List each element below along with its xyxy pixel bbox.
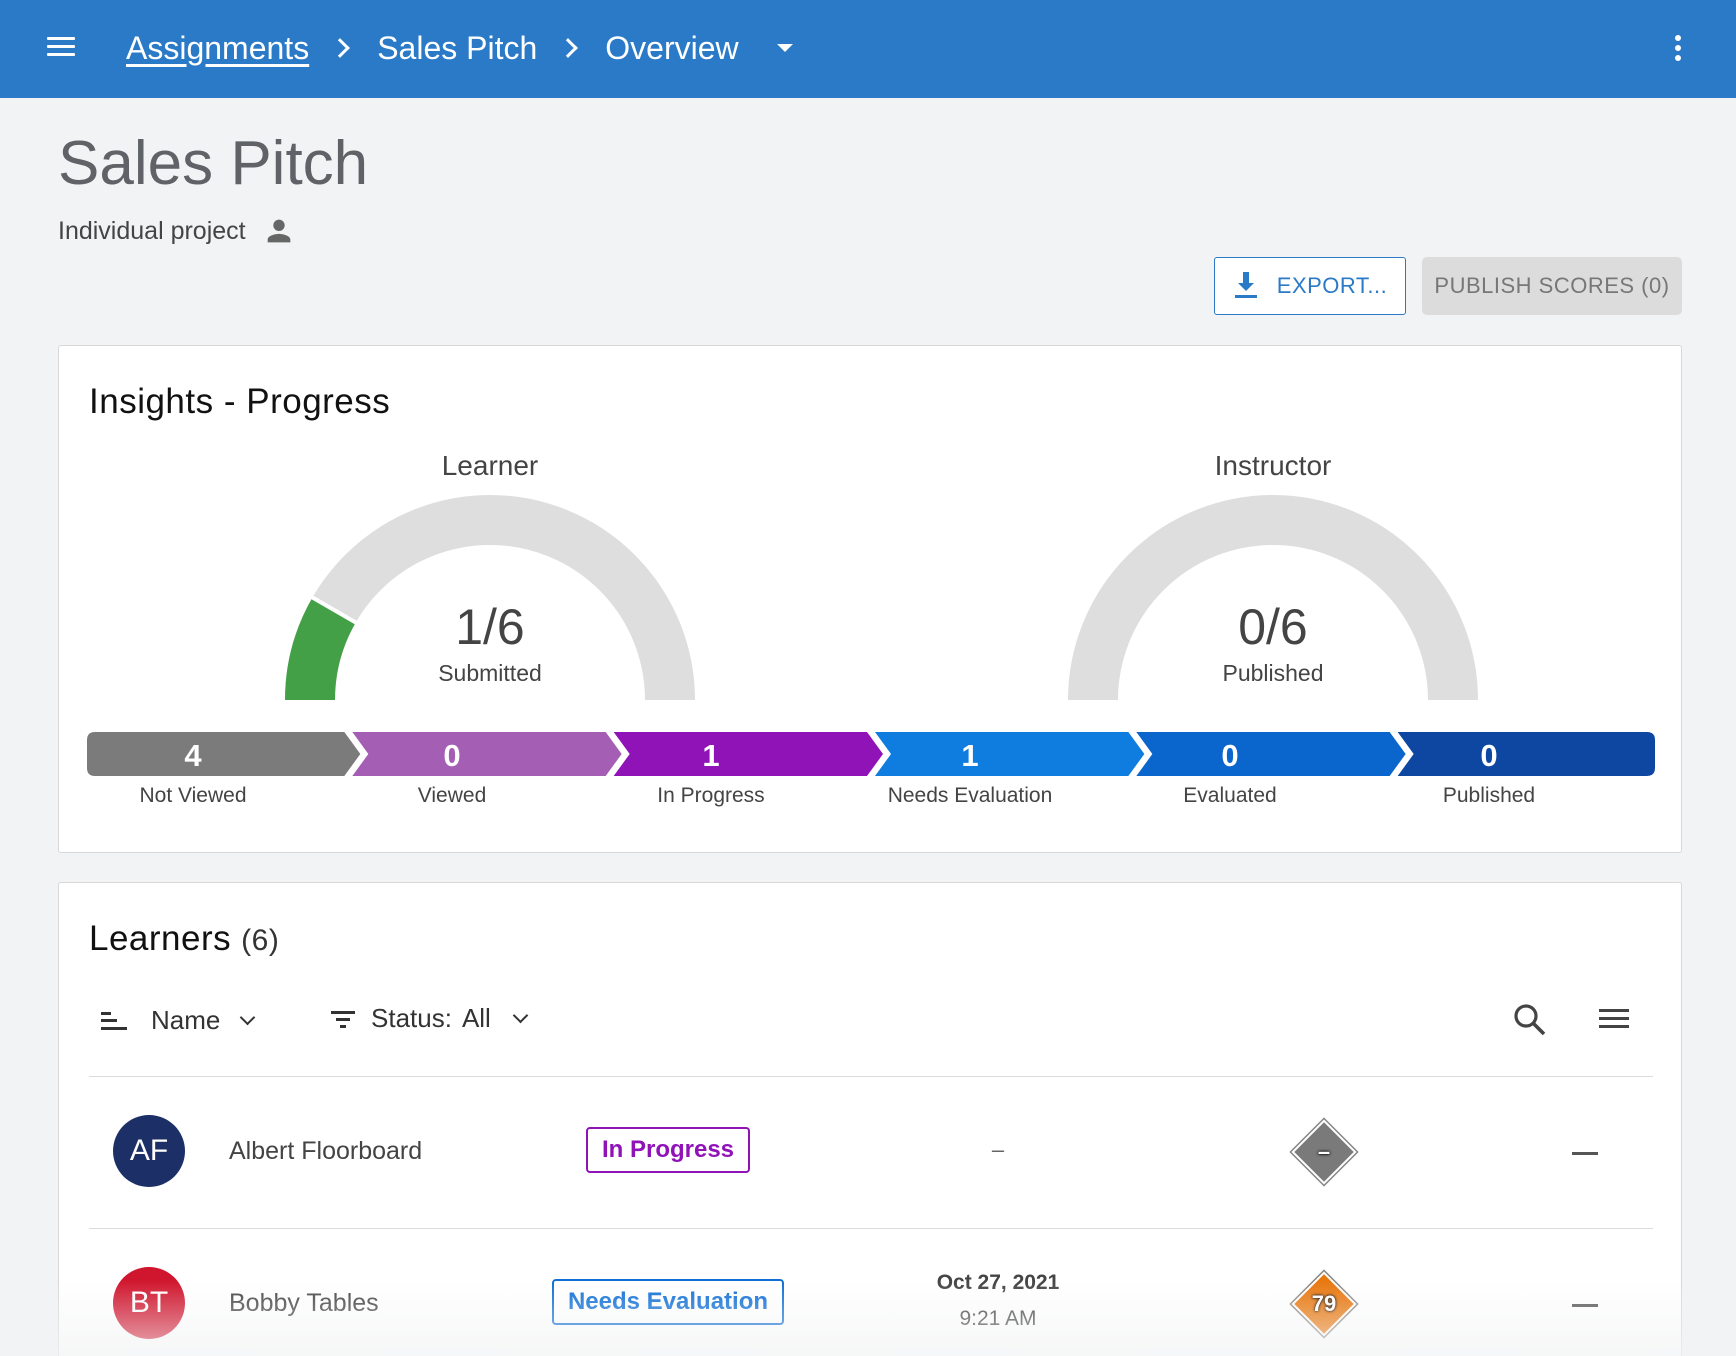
publish-scores-label: PUBLISH SCORES (0) xyxy=(1434,273,1670,298)
instructor-gauge-label: Instructor xyxy=(1214,450,1332,481)
row-divider xyxy=(89,1228,1653,1229)
insights-card: Insights - Progress Learner 1/6 Submitte… xyxy=(58,345,1682,853)
stage-label-published: Published xyxy=(1442,784,1536,807)
list-view-icon[interactable] xyxy=(1599,1007,1629,1031)
learners-count: (6) xyxy=(241,924,280,957)
status-filter-value: All xyxy=(461,1003,491,1033)
avatar: BT xyxy=(113,1267,185,1339)
export-button[interactable]: EXPORT... xyxy=(1214,257,1406,315)
stage-count-not-viewed: 4 xyxy=(184,738,202,773)
learner-gauge-caption: Submitted xyxy=(438,660,542,686)
hamburger-menu-icon[interactable] xyxy=(44,32,78,66)
sort-label: Name xyxy=(151,1005,221,1035)
submission-time: 9:21 AM xyxy=(959,1307,1037,1330)
progress-pipeline xyxy=(87,732,1655,776)
breadcrumb-overview[interactable]: Overview xyxy=(605,29,739,66)
learners-card: Learners (6) Name Status: All AF Albert F… xyxy=(58,882,1682,1356)
publish-scores-button[interactable]: PUBLISH SCORES (0) xyxy=(1422,257,1682,315)
pipeline-segment-published xyxy=(1397,732,1655,776)
learners-title: Learners (6) xyxy=(89,919,279,959)
person-icon xyxy=(267,219,290,243)
chevron-down-icon xyxy=(240,1009,256,1026)
filter-icon xyxy=(331,1010,355,1028)
learner-name: Bobby Tables xyxy=(229,1289,379,1317)
pipeline-segment-viewed xyxy=(352,732,622,776)
stage-count-needs-evaluation: 1 xyxy=(961,738,979,773)
stage-label-not-viewed: Not Viewed xyxy=(139,784,247,807)
stage-count-viewed: 0 xyxy=(443,738,461,773)
learner-gauge-fill xyxy=(285,597,357,701)
status-filter-label: Status: xyxy=(371,1003,452,1033)
row-trailing-dash xyxy=(1572,1152,1598,1155)
learner-gauge-divider xyxy=(310,595,358,625)
learner-row[interactable]: AF Albert Floorboard In Progress – – xyxy=(89,1077,1653,1227)
pipeline-segment-in-progress xyxy=(613,732,883,776)
sort-dropdown[interactable]: Name xyxy=(101,1005,256,1036)
table-divider xyxy=(89,1076,1653,1077)
breadcrumb-sales-pitch: Sales Pitch xyxy=(377,29,538,66)
stage-count-in-progress: 1 xyxy=(702,738,720,773)
learner-row[interactable]: BT Bobby Tables Needs Evaluation Oct 27,… xyxy=(89,1229,1653,1356)
pipeline-segment-needs-evaluation xyxy=(875,732,1145,776)
breadcrumb: Assignments Sales Pitch Overview xyxy=(126,26,793,70)
search-icon[interactable] xyxy=(1513,1003,1547,1037)
chevron-right-icon xyxy=(558,38,579,58)
learner-gauge xyxy=(285,495,695,701)
learners-title-text: Learners xyxy=(89,919,232,958)
stage-label-in-progress: In Progress xyxy=(657,784,765,807)
chevron-down-icon xyxy=(512,1007,529,1024)
stage-label-evaluated: Evaluated xyxy=(1183,784,1277,807)
project-type-label: Individual project xyxy=(58,216,246,245)
score-diamond: 79 xyxy=(1289,1269,1359,1339)
submission-date: Oct 27, 2021 xyxy=(936,1271,1060,1294)
learner-name: Albert Floorboard xyxy=(229,1137,423,1165)
caret-down-icon[interactable] xyxy=(776,44,793,52)
score-value: 79 xyxy=(1311,1291,1337,1316)
page-title: Sales Pitch xyxy=(58,129,369,198)
learner-gauge-value: 1/6 xyxy=(455,599,525,655)
stage-count-published: 0 xyxy=(1480,738,1498,773)
pipeline-segment-not-viewed xyxy=(87,732,361,776)
export-label: EXPORT... xyxy=(1276,273,1388,298)
instructor-gauge xyxy=(1068,495,1478,701)
learner-gauge-label: Learner xyxy=(441,450,539,481)
chevron-right-icon xyxy=(330,38,351,58)
instructor-gauge-value: 0/6 xyxy=(1238,599,1308,655)
more-vert-icon[interactable] xyxy=(1668,32,1688,66)
download-icon xyxy=(1234,272,1257,298)
breadcrumb-assignments-link[interactable]: Assignments xyxy=(126,29,310,66)
stage-count-evaluated: 0 xyxy=(1221,738,1239,773)
pipeline-segment-evaluated xyxy=(1136,732,1406,776)
project-type: Individual project xyxy=(58,214,296,248)
row-trailing-dash xyxy=(1572,1304,1598,1307)
app-bar: Assignments Sales Pitch Overview xyxy=(0,0,1736,98)
stage-label-viewed: Viewed xyxy=(417,784,487,807)
status-filter-dropdown[interactable]: Status: All xyxy=(331,1003,529,1034)
instructor-gauge-caption: Published xyxy=(1222,660,1324,686)
status-badge: Needs Evaluation xyxy=(552,1279,784,1325)
insights-title: Insights - Progress xyxy=(89,382,391,421)
score-diamond: – xyxy=(1289,1117,1359,1187)
stage-label-needs-evaluation: Needs Evaluation xyxy=(887,784,1053,807)
avatar: AF xyxy=(113,1115,185,1187)
score-value: – xyxy=(1317,1139,1331,1164)
sort-icon xyxy=(101,1011,127,1030)
status-badge: In Progress xyxy=(586,1127,750,1173)
submission-date: – xyxy=(991,1137,1005,1162)
instructor-gauge-track xyxy=(1068,495,1478,701)
